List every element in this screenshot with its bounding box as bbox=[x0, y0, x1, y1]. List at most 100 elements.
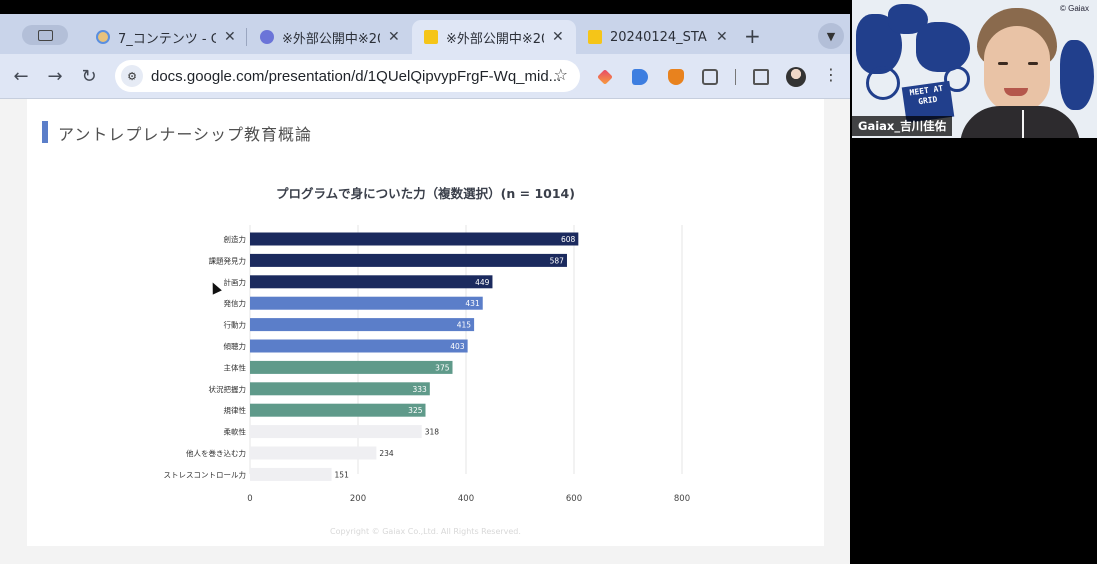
tab-separator bbox=[246, 28, 247, 46]
bar-chart: 0 200 400 600 800 創造力 608 課題発見力 587 計画力 449 発信力 431 行… bbox=[164, 225, 690, 504]
artwork-ring bbox=[944, 66, 970, 92]
tab-public-2-active[interactable]: ※外部公開中※2024 ✕ bbox=[412, 20, 576, 54]
participant-eye bbox=[1028, 62, 1038, 65]
reload-icon[interactable]: ↻ bbox=[81, 66, 97, 87]
tab-title: ※外部公開中※2024 bbox=[282, 31, 380, 47]
value-label: 449 bbox=[475, 278, 490, 287]
chart-title: プログラムで身についた力（複数選択）(n = 1014) bbox=[276, 186, 575, 201]
copyright-text: Copyright © Gaiax Co.,Ltd. All Rights Re… bbox=[330, 527, 521, 536]
value-label: 151 bbox=[335, 470, 350, 479]
bar bbox=[250, 360, 453, 374]
category-label: 他人を巻き込む力 bbox=[186, 448, 246, 458]
participant-mouth bbox=[1004, 88, 1028, 96]
artwork-shape bbox=[1060, 40, 1094, 110]
category-label: ストレスコントロール力 bbox=[164, 469, 247, 479]
title-accent-bar bbox=[42, 121, 48, 143]
forms-favicon-icon bbox=[260, 30, 274, 44]
bar bbox=[250, 339, 468, 353]
x-tick-label: 800 bbox=[674, 494, 690, 504]
fox-extension-icon[interactable] bbox=[668, 69, 684, 85]
x-tick-label: 0 bbox=[247, 494, 252, 504]
category-label: 状況把握力 bbox=[209, 384, 247, 394]
value-label: 608 bbox=[561, 235, 576, 244]
category-label: 計画力 bbox=[224, 277, 247, 287]
back-arrow-icon[interactable]: ← bbox=[13, 66, 29, 87]
extensions-puzzle-icon[interactable] bbox=[702, 69, 718, 85]
slide: アントレプレナーシップ教育概論 プログラムで身についた力（複数選択）(n = 1… bbox=[27, 99, 824, 546]
brand-watermark: © Gaiax bbox=[1059, 4, 1089, 13]
tab-title: ※外部公開中※2024 bbox=[446, 31, 544, 47]
category-label: 発信力 bbox=[224, 298, 247, 308]
close-icon[interactable]: ✕ bbox=[552, 29, 564, 45]
board-text: MEET AT GRID bbox=[909, 83, 944, 107]
value-label: 403 bbox=[450, 342, 465, 351]
category-label: 傾聴力 bbox=[224, 341, 247, 351]
value-label: 431 bbox=[465, 299, 480, 308]
tab-title: 20240124_STAF bbox=[610, 29, 708, 45]
bar bbox=[250, 318, 475, 332]
x-tick-label: 600 bbox=[566, 494, 582, 504]
side-panel-icon[interactable] bbox=[753, 69, 769, 85]
tab-title: 7_コンテンツ - Go bbox=[118, 31, 216, 47]
browser-window: 7_コンテンツ - Go ✕ ※外部公開中※2024 ✕ ※外部公開中※2024… bbox=[0, 14, 850, 564]
bar bbox=[250, 446, 377, 460]
bookmark-star-icon[interactable]: ☆ bbox=[553, 65, 568, 84]
value-label: 375 bbox=[435, 363, 450, 372]
x-tick-label: 200 bbox=[350, 494, 366, 504]
slides-favicon-icon bbox=[588, 30, 602, 44]
tag-extension-icon[interactable] bbox=[632, 69, 648, 85]
category-label: 行動力 bbox=[224, 320, 247, 330]
value-label: 415 bbox=[457, 321, 472, 330]
bar bbox=[250, 232, 579, 246]
address-bar[interactable]: ⚙ docs.google.com/presentation/d/1QUelQi… bbox=[115, 60, 580, 92]
browser-toolbar: ← → ↻ ⚙ docs.google.com/presentation/d/1… bbox=[0, 54, 850, 98]
participant-shirt bbox=[960, 106, 1080, 138]
drive-favicon-icon bbox=[96, 30, 110, 44]
artwork-shape bbox=[916, 22, 970, 72]
bar bbox=[250, 467, 332, 481]
screen-icon bbox=[37, 29, 53, 41]
bar bbox=[250, 425, 422, 439]
earphone-cable bbox=[1022, 110, 1024, 138]
toolbar-border bbox=[0, 98, 850, 99]
slides-favicon-icon bbox=[424, 30, 438, 44]
participant-name-tag: Gaiax_吉川佳佑 bbox=[852, 116, 953, 136]
value-label: 333 bbox=[412, 385, 427, 394]
tab-strip: 7_コンテンツ - Go ✕ ※外部公開中※2024 ✕ ※外部公開中※2024… bbox=[0, 14, 850, 54]
slide-title: アントレプレナーシップ教育概論 bbox=[58, 125, 313, 144]
bar bbox=[250, 403, 426, 417]
chevron-down-icon[interactable]: ▼ bbox=[818, 23, 844, 49]
close-icon[interactable]: ✕ bbox=[388, 29, 400, 45]
tab-contents[interactable]: 7_コンテンツ - Go ✕ bbox=[84, 20, 248, 54]
value-label: 234 bbox=[379, 449, 394, 458]
forward-arrow-icon[interactable]: → bbox=[47, 66, 63, 87]
tab-staff[interactable]: 20240124_STAF ✕ bbox=[576, 20, 740, 54]
category-label: 規律性 bbox=[224, 405, 247, 415]
value-label: 587 bbox=[550, 256, 565, 265]
participant-face bbox=[984, 26, 1050, 112]
url-text[interactable]: docs.google.com/presentation/d/1QUelQipv… bbox=[151, 67, 562, 85]
site-info-icon[interactable]: ⚙ bbox=[121, 65, 143, 87]
artwork-ring bbox=[866, 66, 900, 100]
category-label: 創造力 bbox=[224, 234, 247, 244]
x-tick-label: 400 bbox=[458, 494, 474, 504]
bar bbox=[250, 382, 430, 396]
close-icon[interactable]: ✕ bbox=[716, 29, 728, 45]
new-tab-plus-icon[interactable]: + bbox=[744, 24, 761, 48]
profile-avatar[interactable] bbox=[786, 67, 806, 87]
category-label: 主体性 bbox=[224, 362, 247, 372]
toolbar-divider bbox=[735, 69, 736, 85]
participant-eye bbox=[998, 62, 1008, 65]
pencil-extension-icon[interactable] bbox=[597, 69, 613, 85]
bar bbox=[250, 296, 483, 310]
close-icon[interactable]: ✕ bbox=[224, 29, 236, 45]
kebab-menu-icon[interactable]: ⋮ bbox=[823, 65, 839, 84]
tab-search-button[interactable] bbox=[22, 25, 68, 45]
tab-public-1[interactable]: ※外部公開中※2024 ✕ bbox=[248, 20, 412, 54]
bar bbox=[250, 275, 493, 289]
presentation-viewport: アントレプレナーシップ教育概論 プログラムで身についた力（複数選択）(n = 1… bbox=[0, 99, 850, 564]
video-tile: MEET AT GRID © Gaiax Gaiax_吉川佳佑 bbox=[852, 0, 1097, 138]
value-label: 325 bbox=[408, 406, 423, 415]
category-label: 柔軟性 bbox=[224, 427, 247, 437]
bar bbox=[250, 253, 567, 267]
